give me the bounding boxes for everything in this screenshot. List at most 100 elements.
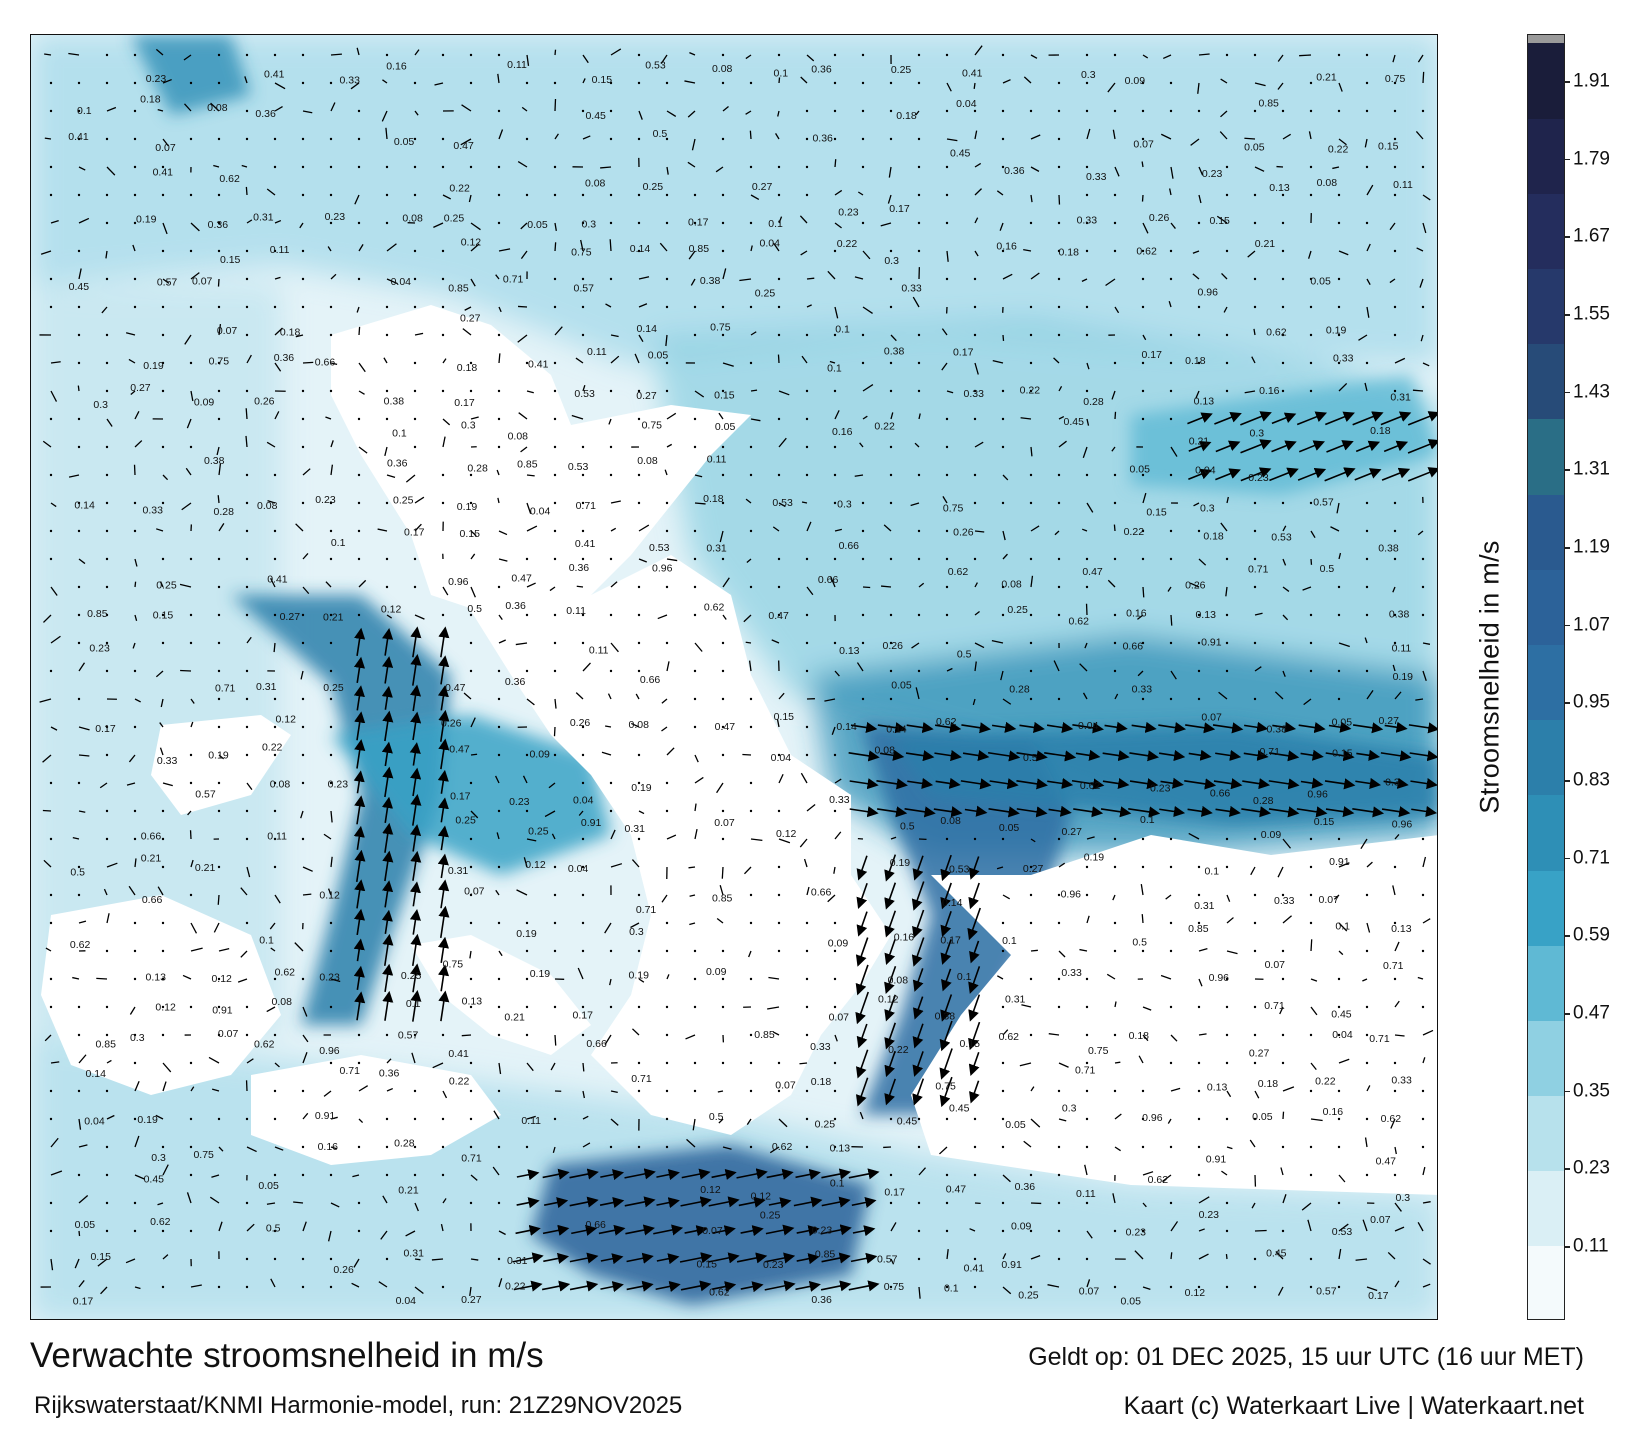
current-tick	[302, 361, 314, 364]
current-tick	[1216, 215, 1228, 224]
current-tick	[778, 216, 783, 224]
speed-label: 0.31	[253, 212, 274, 224]
calm-dot	[777, 473, 781, 477]
current-tick	[159, 581, 164, 588]
current-arrow	[912, 909, 925, 939]
calm-dot	[497, 1257, 501, 1261]
current-arrow	[934, 750, 962, 762]
current-tick	[50, 390, 58, 402]
calm-dot	[1281, 1061, 1285, 1065]
speed-label: 0.19	[1084, 852, 1105, 864]
current-tick	[638, 276, 650, 280]
current-tick	[78, 1194, 89, 1204]
current-tick	[912, 296, 920, 308]
current-tick	[240, 950, 248, 958]
speed-label: 0.66	[142, 894, 163, 906]
colorbar-tick-mark	[1565, 547, 1570, 549]
speed-label: 0.19	[143, 360, 164, 372]
calm-dot	[1113, 361, 1117, 365]
speed-label: 0.19	[631, 782, 652, 794]
calm-dot	[777, 333, 781, 337]
calm-dot	[777, 949, 781, 953]
current-tick	[72, 976, 80, 980]
speed-label: 0.25	[891, 64, 912, 76]
calm-dot	[77, 305, 81, 309]
calm-dot	[301, 977, 305, 981]
current-tick	[610, 581, 618, 588]
speed-label: 0.85	[1258, 98, 1279, 110]
current-arrow	[940, 910, 952, 938]
calm-dot	[105, 529, 109, 533]
calm-dot	[749, 445, 753, 449]
current-speed-map[interactable]: 0.23 0.41 0.33 0.16 0.11 0.15 0.53 0.08 0.1 0.36 0…	[30, 34, 1438, 1320]
calm-dot	[1113, 613, 1117, 617]
speed-label: 0.05	[258, 1180, 279, 1192]
current-tick	[582, 1142, 591, 1148]
current-tick	[750, 418, 761, 422]
speed-label: 0.38	[935, 1011, 956, 1023]
colorbar-tick-mark	[1565, 158, 1570, 161]
current-arrow	[1407, 439, 1437, 454]
current-arrow	[1240, 467, 1272, 482]
current-tick	[1251, 1202, 1256, 1209]
calm-dot	[1253, 53, 1257, 57]
current-tick	[666, 110, 677, 117]
current-tick	[1220, 110, 1228, 118]
calm-dot	[525, 1033, 529, 1037]
speed-label: 0.1	[835, 324, 850, 336]
current-tick	[834, 159, 837, 168]
current-tick	[748, 660, 752, 672]
colorbar-tick-label: 0.47	[1573, 1002, 1610, 1024]
current-tick	[996, 975, 1004, 980]
calm-dot	[889, 277, 893, 281]
calm-dot	[497, 753, 501, 757]
speed-label: 0.1	[1204, 865, 1219, 877]
current-arrow	[680, 1280, 712, 1292]
calm-dot	[357, 165, 361, 169]
calm-dot	[1365, 361, 1369, 365]
speed-label: 0.07	[1318, 894, 1339, 906]
speed-label: 0.75	[571, 246, 592, 258]
calm-dot	[525, 137, 529, 141]
current-tick	[582, 1115, 589, 1120]
calm-dot	[469, 501, 473, 505]
current-tick	[132, 642, 136, 649]
speed-label: 0.5	[1132, 937, 1147, 949]
calm-dot	[805, 949, 809, 953]
current-arrow	[410, 933, 422, 966]
calm-dot	[217, 417, 221, 421]
current-arrow	[939, 1020, 953, 1052]
calm-dot	[1085, 1033, 1089, 1037]
calm-dot	[553, 613, 557, 617]
speed-label: 0.23	[1248, 472, 1269, 484]
calm-dot	[1029, 641, 1033, 645]
calm-dot	[721, 725, 725, 729]
current-tick	[274, 894, 281, 904]
current-arrow	[961, 722, 991, 734]
current-arrow	[1019, 721, 1045, 733]
current-tick	[523, 857, 528, 868]
calm-dot	[889, 1201, 893, 1205]
current-tick	[382, 79, 388, 84]
calm-dot	[105, 1005, 109, 1009]
speed-label: 0.47	[511, 573, 532, 585]
calm-dot	[637, 613, 641, 617]
current-tick	[694, 776, 704, 784]
current-tick	[1198, 948, 1208, 952]
calm-dot	[1253, 193, 1257, 197]
current-tick	[384, 446, 388, 456]
current-tick	[78, 166, 86, 171]
calm-dot	[945, 1285, 949, 1289]
current-tick	[716, 917, 724, 924]
speed-label: 0.08	[272, 996, 293, 1008]
calm-dot	[973, 277, 977, 281]
speed-label: 0.96	[1392, 819, 1413, 831]
calm-dot	[217, 389, 221, 393]
speed-label: 0.53	[649, 542, 670, 554]
calm-dot	[1169, 949, 1173, 953]
current-arrow	[515, 1224, 541, 1236]
calm-dot	[497, 725, 501, 729]
current-arrow	[1215, 805, 1241, 817]
calm-dot	[1337, 193, 1341, 197]
speed-label: 0.07	[464, 886, 485, 898]
